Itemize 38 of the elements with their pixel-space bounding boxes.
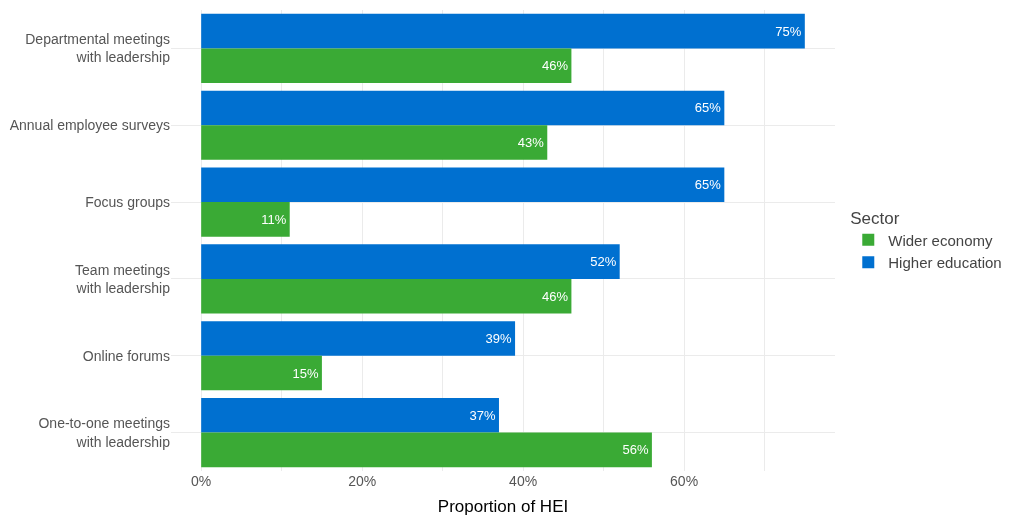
y-tick-label: Departmental meetings with leadership bbox=[25, 31, 171, 66]
x-tick-label: 60% bbox=[670, 473, 699, 489]
y-tick-label: Team meetings with leadership bbox=[75, 261, 171, 296]
bar bbox=[201, 48, 572, 83]
data-label: 46% bbox=[541, 58, 569, 74]
legend-title: Sector bbox=[850, 208, 900, 228]
data-label: 39% bbox=[485, 330, 513, 346]
x-tick-label: 20% bbox=[348, 473, 377, 489]
bar bbox=[201, 244, 620, 279]
bar bbox=[201, 278, 572, 314]
bar bbox=[201, 321, 516, 356]
x-tick-label: 40% bbox=[509, 473, 538, 489]
bar bbox=[201, 125, 548, 160]
data-label: 15% bbox=[292, 365, 319, 381]
y-tick-label: One-to-one meetings with leadership bbox=[38, 415, 171, 450]
bar bbox=[201, 355, 322, 391]
data-label: 65% bbox=[694, 177, 722, 193]
bar bbox=[201, 90, 725, 126]
data-label: 65% bbox=[694, 100, 722, 116]
bar bbox=[201, 202, 290, 237]
x-axis-title: Proportion of HEI bbox=[437, 497, 569, 516]
bar bbox=[201, 432, 652, 468]
bar bbox=[201, 13, 805, 49]
data-label: 43% bbox=[517, 135, 545, 151]
legend-label: Higher education bbox=[888, 254, 1002, 272]
y-tick-label: Annual employee surveys bbox=[9, 117, 170, 134]
data-label: 37% bbox=[469, 407, 496, 423]
data-label: 46% bbox=[541, 288, 569, 304]
data-label: 52% bbox=[590, 254, 617, 270]
legend-label: Wider economy bbox=[888, 231, 993, 249]
bar bbox=[201, 398, 499, 433]
y-tick-label: Focus groups bbox=[85, 193, 170, 210]
y-tick-label: Online forums bbox=[82, 347, 170, 364]
x-tick-label: 0% bbox=[191, 473, 212, 489]
data-label: 75% bbox=[775, 23, 802, 39]
data-label: 11% bbox=[261, 211, 287, 227]
data-label: 56% bbox=[622, 442, 649, 458]
bar bbox=[201, 167, 725, 203]
